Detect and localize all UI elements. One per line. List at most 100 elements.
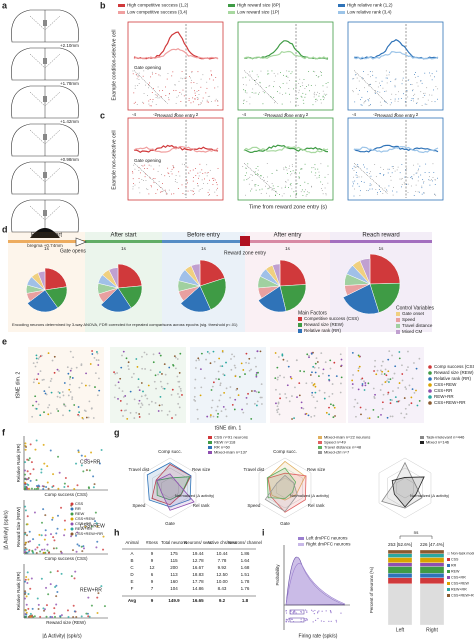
scatter-point xyxy=(40,577,43,580)
tsne-point xyxy=(92,417,95,419)
raster-spike xyxy=(364,87,365,89)
tsne-point xyxy=(308,356,310,359)
scatter-point xyxy=(25,445,28,448)
tsne-point xyxy=(387,391,390,394)
raster-spike xyxy=(242,103,244,104)
raster-spike xyxy=(316,177,318,179)
tsne-point xyxy=(155,387,157,390)
raster-spike xyxy=(198,185,199,187)
tsne-point xyxy=(193,398,196,401)
tsne-point xyxy=(140,382,143,384)
table-avg: 149.9 xyxy=(168,598,180,603)
tsne-point xyxy=(66,366,69,369)
radar-profile xyxy=(266,467,297,499)
tsne-point xyxy=(404,386,407,389)
tsne-point xyxy=(255,375,258,378)
raster-spike xyxy=(255,168,257,169)
scatter-point xyxy=(31,607,34,610)
panel-letter: c xyxy=(100,110,105,120)
boxplot-point xyxy=(304,609,307,611)
tsne-panel xyxy=(110,347,186,423)
raster-spike xyxy=(208,101,209,103)
tsne-point xyxy=(328,413,330,416)
tsne-point xyxy=(391,354,393,357)
epoch-label: After start xyxy=(110,233,136,239)
x-tick-label: Left xyxy=(396,627,405,633)
radar-grid xyxy=(143,457,197,519)
raster-spike xyxy=(168,176,170,177)
raster-spike xyxy=(181,163,183,165)
tsne-point xyxy=(289,376,292,378)
scatter-point xyxy=(29,612,32,615)
tsne-point xyxy=(223,392,226,394)
radar-axis-label: Gate xyxy=(280,521,290,526)
radar-grid xyxy=(161,477,179,499)
raster-spike xyxy=(249,79,251,81)
tsne-panel xyxy=(28,347,104,423)
legend-marker xyxy=(70,507,74,511)
raster-spike xyxy=(202,74,204,76)
raster-spike xyxy=(360,104,362,106)
raster-spike xyxy=(138,79,140,80)
tsne-point xyxy=(361,383,364,385)
raster-spike xyxy=(184,164,186,166)
raster-spike xyxy=(217,86,219,88)
legend-entry: CSS xyxy=(451,557,459,561)
raster-spike xyxy=(197,185,199,187)
raster-spike xyxy=(206,81,208,83)
raster-spike xyxy=(245,84,247,86)
scatter-point xyxy=(29,587,32,590)
raster-spike xyxy=(185,185,187,187)
raster-spike xyxy=(300,95,302,97)
scatter-point xyxy=(87,596,90,599)
raster-spike xyxy=(157,86,159,88)
raster-spike xyxy=(305,195,307,197)
raster-spike xyxy=(414,76,416,78)
tsne-point xyxy=(247,362,250,365)
x-axis-label: Firing rate (spk/s) xyxy=(299,633,338,639)
raster-spike xyxy=(249,103,251,105)
raster-spike xyxy=(424,192,425,194)
raster-spike xyxy=(146,168,148,169)
scatter-point xyxy=(37,487,40,490)
raster-spike xyxy=(429,184,431,186)
raster-spike xyxy=(136,74,138,76)
raster-spike xyxy=(285,166,286,168)
legend-entry: Low competitive success (3,4) xyxy=(127,10,188,15)
tsne-point xyxy=(122,396,125,398)
raster-spike xyxy=(142,101,143,103)
scatter-point xyxy=(34,448,37,451)
scatter-point xyxy=(76,484,79,487)
tsne-point xyxy=(53,371,56,374)
raster-spike xyxy=(325,194,327,196)
raster-spike xyxy=(300,169,302,170)
scatter-point xyxy=(82,547,85,550)
raster-spike xyxy=(369,185,371,187)
raster-spike xyxy=(316,94,318,96)
scatter-point xyxy=(60,572,63,575)
tsne-point xyxy=(391,399,393,402)
duration-label: 1s xyxy=(379,246,385,251)
tsne-point xyxy=(281,353,284,356)
scatter-point xyxy=(24,615,27,618)
raster-spike xyxy=(412,178,413,180)
raster-spike xyxy=(243,89,245,91)
raster-spike xyxy=(206,99,208,101)
raster-spike xyxy=(299,172,300,174)
raster-spike xyxy=(378,189,380,191)
raster-spike xyxy=(261,188,263,190)
legend-swatch xyxy=(228,11,235,14)
raster-spike xyxy=(157,95,158,97)
raster-spike xyxy=(355,174,357,176)
raster-spike xyxy=(388,74,390,76)
tsne-point xyxy=(401,373,404,375)
raster-spike xyxy=(156,94,158,96)
region-outline xyxy=(29,53,61,69)
raster-spike xyxy=(255,173,257,175)
legend-entry: RR n=60 xyxy=(214,445,231,450)
scatter-point xyxy=(26,582,29,585)
raster-spike xyxy=(430,75,431,77)
raster-spike xyxy=(295,195,297,197)
raster-spike xyxy=(434,193,435,195)
tsne-point xyxy=(388,350,391,353)
